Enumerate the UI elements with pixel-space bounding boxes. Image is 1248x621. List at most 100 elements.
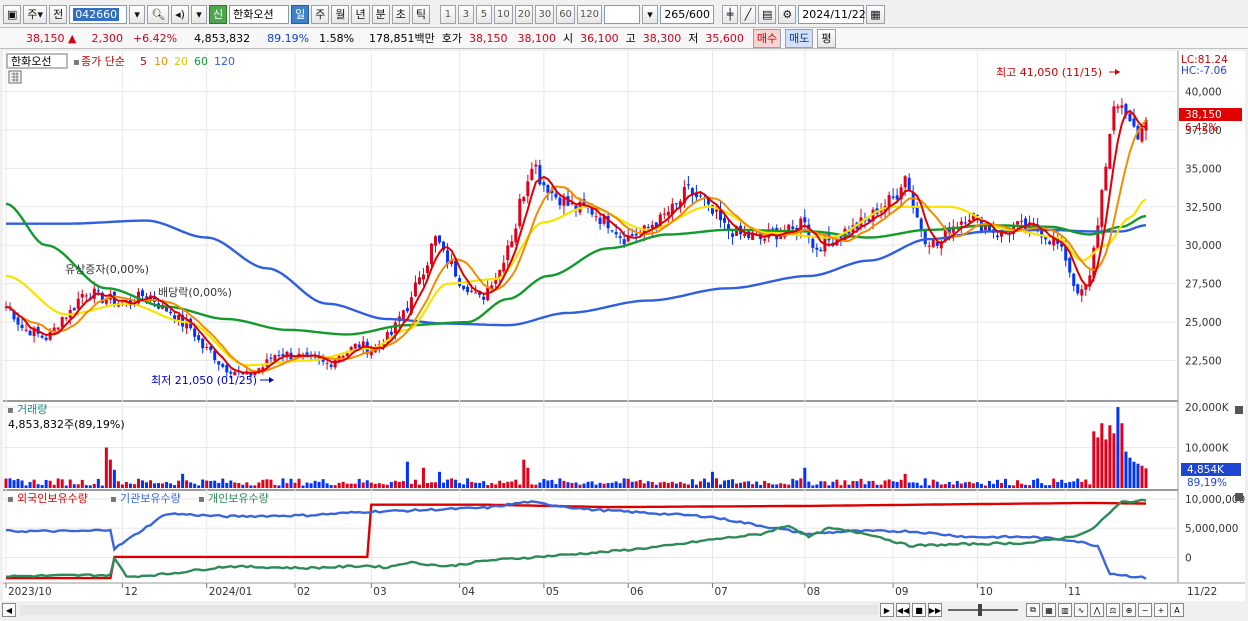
volume-bar bbox=[843, 480, 847, 488]
font-icon[interactable]: A bbox=[1170, 603, 1184, 617]
eval-button[interactable]: 평 bbox=[817, 28, 836, 48]
candle-body bbox=[534, 164, 538, 167]
window-icon[interactable]: ▣ bbox=[3, 4, 22, 24]
interval-60[interactable]: 60 bbox=[556, 4, 575, 24]
copy-icon[interactable]: ⧉ bbox=[1026, 603, 1040, 617]
sell-button[interactable]: 매도 bbox=[785, 28, 814, 48]
prev-button[interactable]: 전 bbox=[49, 4, 68, 24]
tab-tick[interactable]: 틱 bbox=[411, 4, 430, 24]
volume-bar bbox=[217, 482, 221, 488]
interval-1[interactable]: 1 bbox=[439, 4, 456, 24]
ma10-line bbox=[5, 119, 1147, 373]
interval-dropdown-icon[interactable]: ▾ bbox=[642, 4, 659, 24]
candle-body bbox=[225, 365, 229, 373]
draw-tool-icon[interactable]: ╱ bbox=[740, 4, 757, 24]
stock-name-field[interactable]: 한화오션 bbox=[229, 4, 290, 24]
indicator-icon[interactable]: ∿ bbox=[1074, 603, 1088, 617]
tab-day[interactable]: 일 bbox=[291, 4, 310, 24]
rewind-icon[interactable]: ◀◀ bbox=[896, 603, 910, 617]
volume-bar bbox=[1084, 479, 1088, 488]
candle-type-icon[interactable]: ╪ bbox=[722, 4, 739, 24]
volume-bar bbox=[714, 478, 718, 488]
speaker-icon[interactable]: ◂) bbox=[171, 4, 189, 24]
code-dropdown-icon[interactable]: ▾ bbox=[129, 4, 146, 24]
volume-bar bbox=[261, 479, 265, 488]
stock-code-input[interactable]: 042660 bbox=[69, 4, 128, 24]
search-icon[interactable]: 🔍︎ bbox=[147, 4, 170, 24]
candle-body bbox=[385, 332, 389, 343]
zoom-slider-thumb[interactable] bbox=[978, 604, 982, 616]
date-input[interactable]: 2024/11/22 bbox=[798, 4, 866, 24]
volume-bar bbox=[1004, 478, 1008, 488]
low-arrow-head bbox=[269, 377, 274, 383]
volume-panel-close-icon[interactable] bbox=[1235, 406, 1243, 414]
candle-body bbox=[205, 347, 209, 349]
tab-minute[interactable]: 분 bbox=[371, 4, 390, 24]
candle-body bbox=[895, 195, 899, 200]
holdings-panel-close-icon[interactable] bbox=[1235, 493, 1243, 501]
volume-bar bbox=[68, 479, 72, 488]
pattern-icon[interactable]: ⋀ bbox=[1090, 603, 1104, 617]
volume-bar bbox=[329, 485, 333, 488]
interval-10[interactable]: 10 bbox=[493, 4, 513, 24]
zoom-slider[interactable] bbox=[948, 604, 1018, 616]
zoom-icon[interactable]: ⊕ bbox=[1122, 603, 1136, 617]
volume-bar bbox=[1072, 481, 1076, 488]
buy-button[interactable]: 매수 bbox=[752, 28, 782, 48]
candle-body bbox=[538, 165, 542, 185]
count-input[interactable]: 265/600 bbox=[660, 4, 715, 24]
save-icon[interactable]: ▤ bbox=[758, 4, 777, 24]
volume-bar bbox=[967, 481, 971, 488]
volume-bar bbox=[124, 481, 128, 488]
tab-week[interactable]: 주 bbox=[311, 4, 330, 24]
tab-month[interactable]: 월 bbox=[331, 4, 350, 24]
layout-icon[interactable]: ▦ bbox=[1042, 603, 1056, 617]
candle-body bbox=[1104, 166, 1108, 191]
scroll-left-icon[interactable]: ◀ bbox=[2, 603, 16, 617]
x-tick-label: 11 bbox=[1068, 586, 1081, 598]
candle-body bbox=[670, 203, 674, 215]
low-label: 저 bbox=[688, 32, 699, 45]
interval-120[interactable]: 120 bbox=[576, 4, 603, 24]
scroll-right-icon[interactable]: ▶ bbox=[880, 603, 894, 617]
candle-body bbox=[1108, 134, 1112, 169]
volume-bar bbox=[839, 485, 843, 488]
volume-bar bbox=[136, 478, 140, 488]
volume-bar bbox=[731, 479, 735, 488]
interval-30[interactable]: 30 bbox=[535, 4, 555, 24]
candle-body bbox=[799, 218, 803, 232]
news-icon[interactable]: ▾ bbox=[190, 4, 207, 24]
stop-icon[interactable]: ■ bbox=[912, 603, 926, 617]
calendar-icon[interactable]: ▦ bbox=[866, 4, 885, 24]
tab-year[interactable]: 년 bbox=[351, 4, 370, 24]
price-chart[interactable]: 40,000 37,500 35,000 32,500 30,000 27,500 25,0… bbox=[3, 51, 1245, 601]
volume-bar bbox=[771, 484, 775, 488]
volume-bar bbox=[614, 481, 618, 488]
period-select[interactable]: 주 ▾ bbox=[23, 4, 48, 24]
compare-icon[interactable]: ⚖ bbox=[1106, 603, 1120, 617]
interval-5[interactable]: 5 bbox=[475, 4, 492, 24]
candle-body bbox=[12, 310, 16, 320]
candle-body bbox=[815, 247, 819, 250]
candle-body bbox=[349, 347, 353, 352]
volume-bar bbox=[1020, 483, 1024, 488]
volume-bar bbox=[542, 478, 546, 488]
interval-3[interactable]: 3 bbox=[457, 4, 474, 24]
interval-20[interactable]: 20 bbox=[514, 4, 534, 24]
volume-bar bbox=[221, 478, 225, 488]
candle-body bbox=[975, 214, 979, 216]
minus-icon[interactable]: − bbox=[1138, 603, 1152, 617]
tab-second[interactable]: 초 bbox=[391, 4, 410, 24]
candle-body bbox=[84, 295, 88, 297]
interval-custom-input[interactable] bbox=[604, 4, 641, 24]
volume-bar bbox=[558, 478, 562, 488]
scroll-track[interactable] bbox=[20, 605, 878, 615]
volume-bar bbox=[405, 461, 409, 488]
fast-forward-icon[interactable]: ▶▶ bbox=[928, 603, 942, 617]
split-icon[interactable]: ▥ bbox=[1058, 603, 1072, 617]
y-tick-label: 30,000 bbox=[1185, 240, 1222, 252]
volume-bar bbox=[1088, 484, 1092, 488]
gear-icon[interactable]: ⚙ bbox=[778, 4, 797, 24]
plus-icon[interactable]: + bbox=[1154, 603, 1168, 617]
volume-bar bbox=[803, 467, 807, 488]
